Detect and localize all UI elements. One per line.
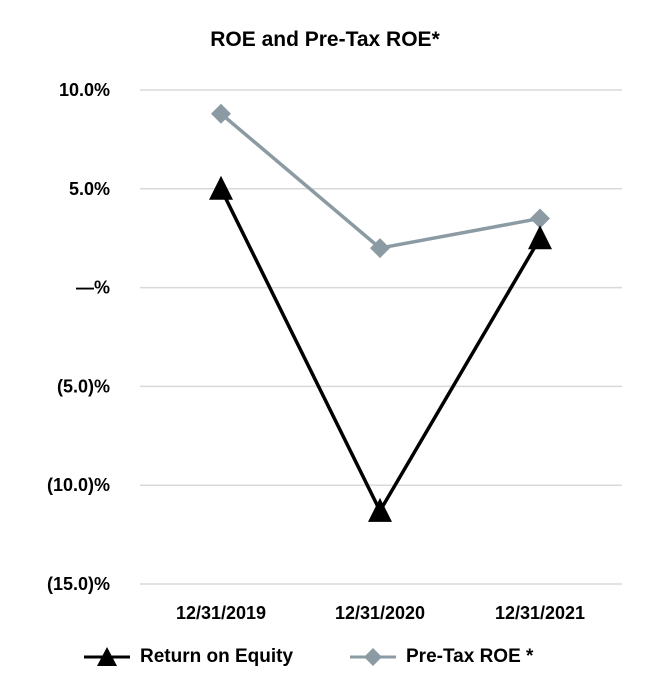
legend-label: Return on Equity	[140, 646, 294, 667]
y-tick-label: 10.0%	[59, 80, 110, 100]
x-axis-ticks: 12/31/2019 12/31/2020 12/31/2021	[176, 603, 585, 623]
series-markers	[209, 103, 552, 522]
x-tick-label: 12/31/2020	[335, 603, 425, 623]
legend: Return on Equity Pre-Tax ROE *	[0, 642, 650, 672]
legend-item-return-on-equity[interactable]: Return on Equity	[82, 642, 293, 672]
series-line-pre-tax-roe	[219, 112, 541, 250]
data-point-return-on-equity[interactable]	[528, 225, 552, 250]
data-point-return-on-equity[interactable]	[209, 175, 233, 200]
legend-label: Pre-Tax ROE *	[406, 646, 534, 667]
y-axis-ticks: 10.0% 5.0% —% (5.0)% (10.0)% (15.0)%	[47, 80, 110, 594]
y-tick-label: (10.0)%	[47, 475, 110, 495]
x-tick-label: 12/31/2021	[495, 603, 585, 623]
data-point-pre-tax-roe[interactable]	[370, 238, 390, 259]
y-tick-label: —%	[76, 278, 110, 298]
diamond-marker-icon	[350, 648, 396, 666]
data-point-return-on-equity[interactable]	[368, 497, 392, 522]
data-point-pre-tax-roe[interactable]	[211, 103, 231, 124]
grid-lines	[140, 89, 622, 585]
y-tick-label: (15.0)%	[47, 574, 110, 594]
legend-item-pre-tax-roe[interactable]: Pre-Tax ROE *	[348, 642, 533, 672]
y-tick-label: 5.0%	[69, 179, 110, 199]
y-tick-label: (5.0)%	[57, 376, 110, 396]
series-line-return-on-equity	[219, 188, 542, 515]
chart-title: ROE and Pre-Tax ROE*	[210, 28, 440, 51]
x-tick-label: 12/31/2019	[176, 603, 266, 623]
triangle-marker-icon	[84, 647, 130, 666]
data-point-pre-tax-roe[interactable]	[530, 208, 550, 229]
series-lines	[219, 112, 542, 515]
